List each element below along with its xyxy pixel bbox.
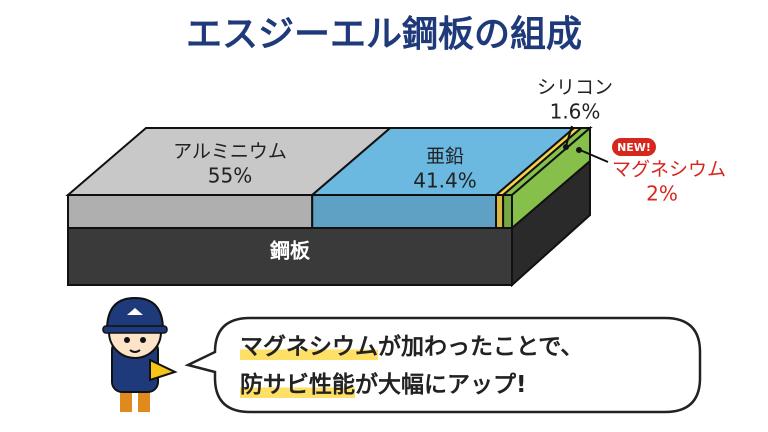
segment-shade	[312, 195, 497, 228]
speech-highlight: 防サビ性能	[240, 372, 355, 398]
segment-name: アルミニウム	[173, 141, 287, 163]
segment-value: 55%	[208, 164, 252, 188]
leader	[565, 125, 573, 147]
leader	[579, 149, 609, 163]
segment-front	[67, 194, 314, 229]
speech-rest: が加わったことで、	[378, 334, 584, 360]
leader-dot	[563, 144, 569, 150]
segment-name: マグネシウム	[612, 159, 726, 181]
badge: NEW!	[617, 141, 651, 154]
segment-value: 1.6%	[550, 100, 601, 124]
segment-value: 2%	[646, 182, 678, 206]
segment-side	[511, 125, 591, 231]
leader-dot	[576, 147, 582, 153]
mascot	[102, 296, 178, 412]
segment-shade	[496, 195, 504, 228]
segment-value: 41.4%	[413, 169, 477, 193]
segment-name: シリコン	[537, 77, 613, 99]
chart-title: エスジーエル鋼板の組成	[186, 14, 582, 55]
base-front	[67, 227, 513, 286]
speech-line: マグネシウムが加わったことで、	[240, 328, 690, 366]
badge-bg	[612, 138, 656, 156]
base-label: 鋼板	[270, 239, 311, 263]
segment-name: 亜鉛	[426, 146, 464, 168]
segment-shade	[68, 195, 313, 228]
speech-rest: が大幅にアップ!	[355, 372, 527, 398]
speech-line: 防サビ性能が大幅にアップ!	[240, 366, 690, 404]
speech-highlight: マグネシウム	[240, 334, 378, 360]
segment-shade	[503, 195, 512, 228]
speech-text: マグネシウムが加わったことで、 防サビ性能が大幅にアップ!	[240, 328, 690, 404]
